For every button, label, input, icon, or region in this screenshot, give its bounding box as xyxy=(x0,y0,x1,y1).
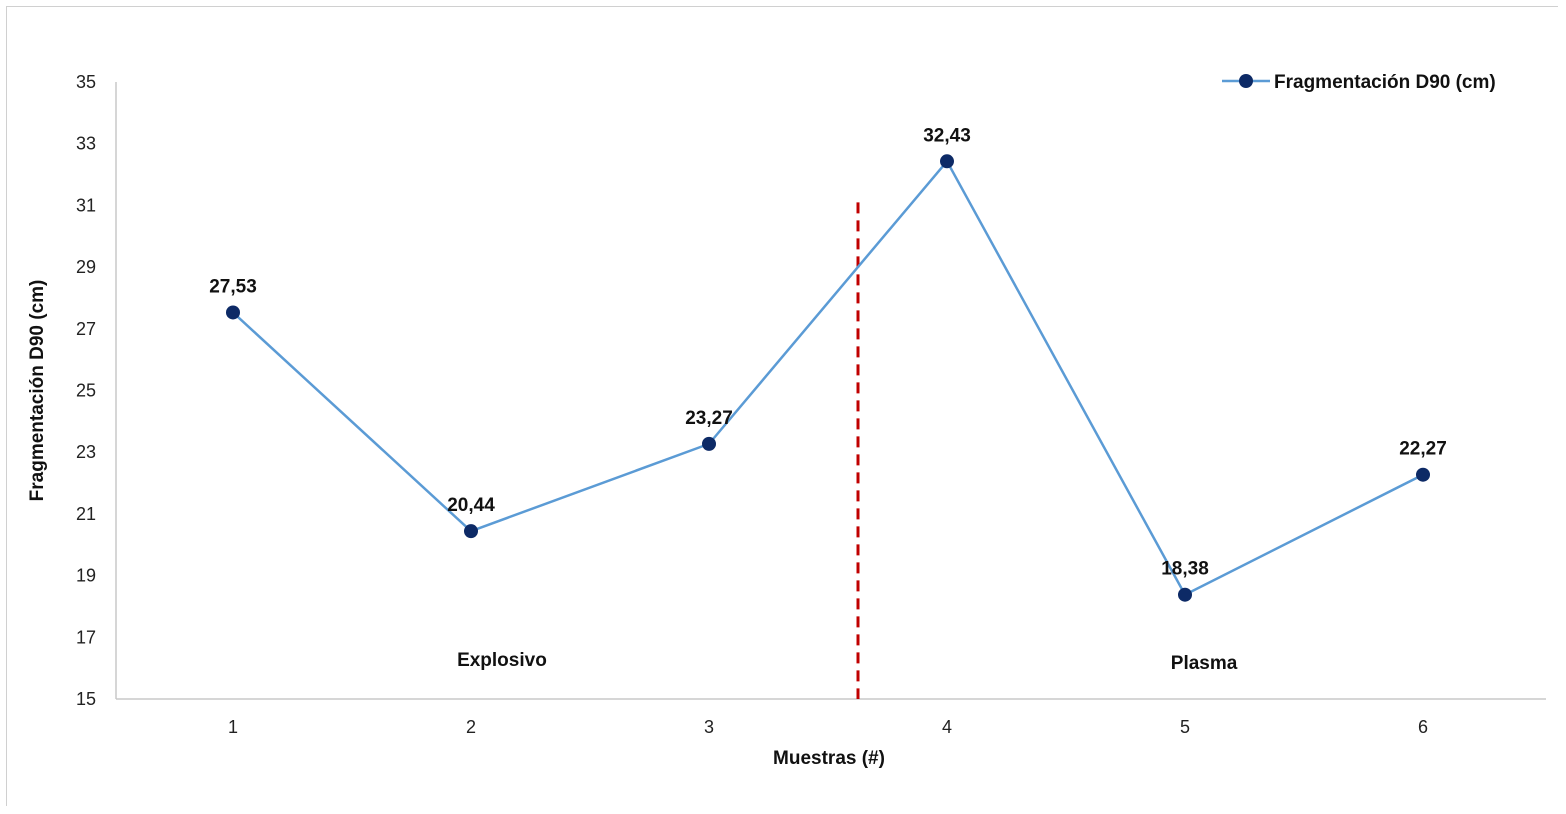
legend-label: Fragmentación D90 (cm) xyxy=(1274,72,1496,93)
y-tick-label: 15 xyxy=(76,689,96,709)
chart-frame xyxy=(6,6,1558,806)
x-tick-label: 6 xyxy=(1418,717,1428,737)
data-label: 18,38 xyxy=(1161,559,1209,580)
x-tick-label: 1 xyxy=(228,717,238,737)
y-tick-label: 19 xyxy=(76,566,96,586)
x-tick-label: 5 xyxy=(1180,717,1190,737)
data-point-marker xyxy=(1178,587,1192,602)
data-label: 23,27 xyxy=(685,408,733,429)
data-labels: 27,53 20,44 23,27 32,43 18,38 22,27 xyxy=(209,125,1447,579)
x-tick-label: 4 xyxy=(942,717,952,737)
x-tick-labels: 1 2 3 4 5 6 xyxy=(228,717,1428,737)
y-tick-label: 29 xyxy=(76,257,96,277)
y-tick-label: 33 xyxy=(76,134,96,154)
y-tick-label: 23 xyxy=(76,442,96,462)
x-tick-label: 3 xyxy=(704,717,714,737)
x-tick-label: 2 xyxy=(466,717,476,737)
y-tick-labels: 15 17 19 21 23 25 27 29 31 33 35 xyxy=(76,72,96,709)
axes xyxy=(115,82,1546,700)
annotations: Explosivo Plasma xyxy=(457,650,1238,674)
legend: Fragmentación D90 (cm) xyxy=(1222,72,1496,93)
region-annotation: Plasma xyxy=(1171,653,1238,674)
data-point-marker xyxy=(464,524,478,539)
region-annotation: Explosivo xyxy=(457,650,547,671)
y-tick-label: 31 xyxy=(76,195,96,215)
y-axis-title: Fragmentación D90 (cm) xyxy=(27,280,48,502)
y-tick-label: 21 xyxy=(76,504,96,524)
data-point-marker xyxy=(226,305,240,320)
data-point-marker xyxy=(702,436,716,451)
y-tick-label: 35 xyxy=(76,72,96,92)
data-label: 22,27 xyxy=(1399,439,1447,460)
data-label: 27,53 xyxy=(209,276,257,297)
data-point-marker xyxy=(1416,467,1430,482)
data-label: 20,44 xyxy=(447,495,495,516)
legend-marker-swatch xyxy=(1239,74,1253,88)
series-line xyxy=(232,159,1424,597)
y-tick-label: 25 xyxy=(76,381,96,401)
y-tick-label: 17 xyxy=(76,627,96,647)
data-label: 32,43 xyxy=(923,125,971,146)
data-point-marker xyxy=(940,154,954,169)
x-axis-title: Muestras (#) xyxy=(773,748,885,769)
y-tick-label: 27 xyxy=(76,319,96,339)
series-markers xyxy=(226,154,1430,602)
